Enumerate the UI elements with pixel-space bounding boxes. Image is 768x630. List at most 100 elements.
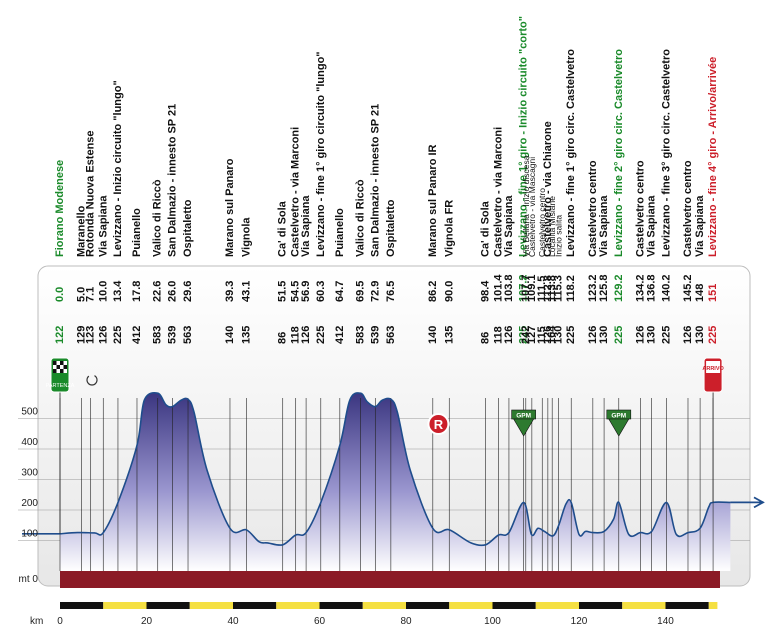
x-tick-label: 0 [57, 616, 63, 627]
y-tick-label: mt 0 [19, 574, 39, 585]
waypoint-km: 13.4 [112, 280, 124, 302]
km-scale-segment [276, 602, 320, 609]
waypoint-altitude: 412 [334, 326, 346, 344]
waypoint-altitude: 123 [85, 326, 97, 344]
waypoint-label: Castelvetro - via Marconi [290, 127, 302, 257]
waypoint-label: Ca' di Sola [480, 200, 492, 257]
circuit-loop-icon [86, 374, 98, 386]
finish-arrow-icon [730, 496, 765, 509]
waypoint-km: 5.0 [76, 287, 88, 302]
waypoint-altitude: 115 [536, 326, 548, 344]
waypoint-label: San Dalmazio - innesto SP 21 [166, 104, 178, 257]
x-tick-label: 20 [141, 616, 153, 627]
x-axis-title: km [30, 616, 43, 627]
waypoint-altitude: 225 [613, 326, 625, 344]
km-scale-segment [319, 602, 363, 609]
feed-zone-label: R [434, 417, 444, 432]
waypoint-km: 107.7 [520, 274, 532, 302]
waypoint-altitude: 126 [682, 326, 694, 344]
km-scale-bar [60, 602, 718, 609]
finish-badge-label: ARRIVO [702, 366, 724, 372]
waypoint-altitude: 118 [493, 326, 505, 344]
waypoint-altitude: 135 [443, 326, 455, 344]
waypoint-label: Castelvetro - via Chiarone [542, 121, 554, 257]
checkered-square [63, 365, 67, 369]
km-scale-segment [146, 602, 190, 609]
waypoint-km: 29.6 [182, 281, 194, 302]
waypoint-label: Castelvetro - via Mascagni [527, 157, 537, 257]
waypoint-km: 134.2 [634, 274, 646, 302]
waypoint-km: 39.3 [224, 281, 236, 302]
waypoint-label: Rotonda Nuova Estense [85, 130, 97, 257]
waypoint-label: Levizzano - fine 4° giro - Arrivo/arrivé… [707, 57, 719, 257]
waypoint-km: 101.4 [493, 274, 505, 302]
waypoint-altitude: 539 [166, 326, 178, 344]
waypoint-label: Levizzano - fine 1° giro circuito "lungo… [315, 51, 327, 257]
y-tick-label: 200 [21, 498, 38, 509]
waypoint-km: 60.3 [315, 281, 327, 302]
waypoint-km: 151 [707, 284, 719, 302]
waypoint-altitude: 225 [518, 326, 530, 344]
feed-zone-icon [427, 413, 450, 435]
waypoint-label: Vignola FR [443, 200, 455, 257]
waypoint-km: 107.2 [518, 274, 530, 302]
waypoint-label: Marano sul Panaro [224, 158, 236, 257]
waypoint-altitude: 126 [97, 326, 109, 344]
waypoint-km: 7.1 [85, 287, 97, 302]
waypoint-altitude: 164 [546, 325, 558, 344]
waypoint-km: 0.0 [54, 287, 66, 302]
waypoint-label: Fiorano Modenese [54, 160, 66, 257]
start-badge-label: PARTENZA [46, 383, 75, 389]
waypoint-km: 125.8 [598, 274, 610, 302]
waypoint-km: 118.2 [565, 275, 577, 302]
waypoint-km: 136.8 [646, 274, 658, 302]
waypoint-label: Castelvetro - via Marconi [493, 127, 505, 257]
waypoint-altitude: 583 [355, 326, 367, 344]
gpm-triangle-icon [608, 418, 630, 437]
waypoint-label: Castelvetro centro [634, 160, 646, 257]
elevation-area [60, 392, 731, 571]
waypoint-label: Via Sapiana [503, 195, 515, 257]
waypoint-label: Vignola [240, 217, 252, 257]
waypoint-altitude: 130 [694, 326, 706, 344]
waypoint-km: 98.4 [480, 280, 492, 302]
waypoint-altitude: 130 [598, 326, 610, 344]
waypoint-km: 90.0 [443, 281, 455, 302]
waypoint-label: Castelvetro centro [587, 160, 599, 257]
waypoint-altitude: 225 [707, 326, 719, 344]
finish-arrow-line [730, 496, 765, 509]
waypoint-altitude: 86 [480, 332, 492, 344]
waypoint-km: 103.8 [503, 274, 515, 302]
waypoint-altitude: 242 [520, 326, 532, 344]
waypoint-km: 145.2 [682, 274, 694, 302]
waypoint-km: 54.5 [290, 281, 302, 302]
waypoint-label: Levizzano - Inizio circuito "lungo" [112, 80, 124, 257]
x-tick-label: 140 [657, 616, 674, 627]
waypoint-altitude: 86 [277, 332, 289, 344]
y-tick-label: 500 [21, 407, 38, 418]
waypoint-km: 148 [694, 284, 706, 302]
waypoint-km: 69.5 [355, 281, 367, 302]
waypoint-label: Valico di Riccò [355, 179, 367, 257]
y-axis-labels: mt 0 100 200 300 400 500 [19, 407, 39, 586]
waypoint-label: Via Sapiana [646, 195, 658, 257]
waypoint-altitude: 126 [300, 326, 312, 344]
waypoint-altitude: 225 [565, 326, 577, 344]
waypoint-label: Via Sapiana [694, 195, 706, 257]
waypoint-altitude: 412 [131, 326, 143, 344]
waypoint-km: 140.2 [660, 274, 672, 302]
waypoint-label: Via Bellaria - Inizio discesa [521, 155, 531, 257]
waypoint-altitude: 539 [369, 326, 381, 344]
y-tick-label: 300 [21, 468, 38, 479]
waypoint-altitude: 140 [224, 326, 236, 344]
waypoint-label: Via Sapiana [300, 195, 312, 257]
waypoint-label: Puianello [131, 208, 143, 257]
waypoint-label: Puianello [334, 208, 346, 257]
waypoint-altitude: 140 [427, 326, 439, 344]
km-scale-segment [233, 602, 277, 609]
x-axis-labels: km 0 20 40 60 80 100 120 140 [30, 616, 674, 627]
checkered-square [53, 369, 57, 373]
waypoint-km: 26.0 [166, 281, 178, 302]
